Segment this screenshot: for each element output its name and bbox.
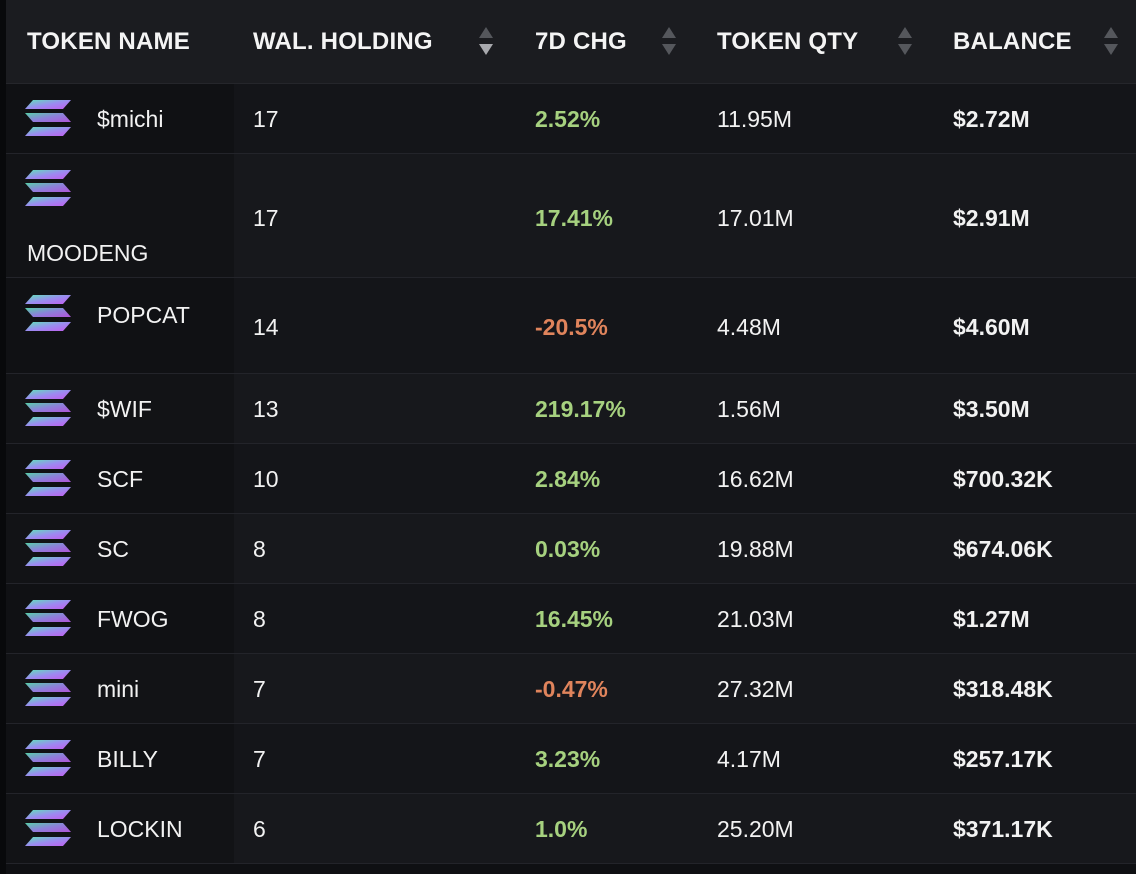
balance: $674.06K [953, 536, 1053, 562]
balance: $4.60M [953, 314, 1030, 340]
solana-logo-icon [25, 530, 71, 566]
wallet-holding: 17 [253, 205, 279, 231]
change-7d: -20.5% [535, 314, 608, 340]
solana-logo-icon [25, 100, 71, 136]
wallet-holding: 10 [253, 466, 279, 492]
token-qty: 4.48M [717, 314, 781, 340]
table-row[interactable]: BILLY 7 3.23% 4.17M $257.17K [6, 724, 1136, 794]
token-qty: 16.62M [717, 466, 794, 492]
table-row[interactable]: SCF 10 2.84% 16.62M $700.32K [6, 444, 1136, 514]
solana-logo-icon [25, 670, 71, 706]
token-name[interactable]: BILLY [97, 746, 158, 772]
token-qty: 19.88M [717, 536, 794, 562]
change-7d: 1.0% [535, 816, 588, 842]
wallet-holding: 8 [253, 536, 266, 562]
change-7d: 16.45% [535, 606, 614, 632]
table-row[interactable]: mini 7 -0.47% 27.32M $318.48K [6, 654, 1136, 724]
sort-arrows-icon[interactable] [479, 27, 493, 59]
token-qty: 27.32M [717, 676, 794, 702]
table-row[interactable]: POPCAT 14 -20.5% 4.48M $4.60M [6, 278, 1136, 374]
change-7d: -0.47% [535, 676, 608, 702]
balance: $2.91M [953, 205, 1030, 231]
solana-logo-icon [25, 810, 71, 846]
col-header-7d-change[interactable]: 7D CHG [535, 27, 627, 55]
solana-logo-icon [25, 295, 71, 331]
balance: $1.27M [953, 606, 1030, 632]
sort-arrows-icon[interactable] [662, 27, 676, 59]
left-edge-divider [0, 0, 6, 874]
balance: $371.17K [953, 816, 1053, 842]
token-qty: 25.20M [717, 816, 794, 842]
change-7d: 2.84% [535, 466, 601, 492]
wallet-holding: 14 [253, 314, 279, 340]
solana-logo-icon [25, 600, 71, 636]
token-name[interactable]: mini [97, 676, 140, 702]
solana-logo-icon [25, 390, 71, 426]
table-header: TOKEN NAME WAL. HOLDING 7D CHG TOKEN QTY… [6, 0, 1136, 84]
token-name[interactable]: FWOG [97, 606, 169, 632]
wallet-holding: 8 [253, 606, 266, 632]
col-header-token-qty[interactable]: TOKEN QTY [717, 27, 859, 55]
solana-logo-icon [25, 170, 71, 206]
change-7d: 3.23% [535, 746, 601, 772]
solana-logo-icon [25, 460, 71, 496]
table-row[interactable]: $WIF 13 219.17% 1.56M $3.50M [6, 374, 1136, 444]
solana-logo-icon [25, 740, 71, 776]
col-header-balance[interactable]: BALANCE [953, 27, 1072, 55]
col-header-wallet-holding[interactable]: WAL. HOLDING [253, 27, 433, 55]
table-row[interactable]: LOCKIN 6 1.0% 25.20M $371.17K [6, 794, 1136, 864]
balance: $318.48K [953, 676, 1053, 702]
balance: $3.50M [953, 396, 1030, 422]
table-row[interactable]: SC 8 0.03% 19.88M $674.06K [6, 514, 1136, 584]
wallet-holding: 7 [253, 746, 266, 772]
token-name[interactable]: SCF [97, 466, 143, 492]
token-name[interactable]: $michi [97, 106, 164, 132]
table-row[interactable]: $michi 17 2.52% 11.95M $2.72M [6, 84, 1136, 154]
balance: $257.17K [953, 746, 1053, 772]
table-footer-space [6, 864, 1136, 874]
token-name[interactable]: SC [97, 536, 129, 562]
token-qty: 1.56M [717, 396, 781, 422]
sort-arrows-icon[interactable] [1104, 27, 1118, 59]
token-qty: 11.95M [717, 106, 793, 132]
wallet-holding: 17 [253, 106, 279, 132]
token-qty: 4.17M [717, 746, 781, 772]
token-name[interactable]: $WIF [97, 396, 152, 422]
wallet-holding: 7 [253, 676, 266, 702]
change-7d: 2.52% [535, 106, 601, 132]
table-row[interactable]: MOODENG 17 17.41% 17.01M $2.91M [6, 154, 1136, 278]
token-qty: 17.01M [717, 205, 794, 231]
change-7d: 0.03% [535, 536, 601, 562]
sort-arrows-icon[interactable] [898, 27, 912, 59]
wallet-holding: 6 [253, 816, 266, 842]
change-7d: 219.17% [535, 396, 626, 422]
token-name[interactable]: POPCAT [97, 302, 190, 328]
balance: $700.32K [953, 466, 1053, 492]
change-7d: 17.41% [535, 205, 614, 231]
wallet-holding: 13 [253, 396, 279, 422]
col-header-token-name: TOKEN NAME [27, 27, 190, 55]
token-name[interactable]: LOCKIN [97, 816, 183, 842]
token-name[interactable]: MOODENG [27, 240, 149, 266]
balance: $2.72M [953, 106, 1030, 132]
table-row[interactable]: FWOG 8 16.45% 21.03M $1.27M [6, 584, 1136, 654]
token-qty: 21.03M [717, 606, 794, 632]
